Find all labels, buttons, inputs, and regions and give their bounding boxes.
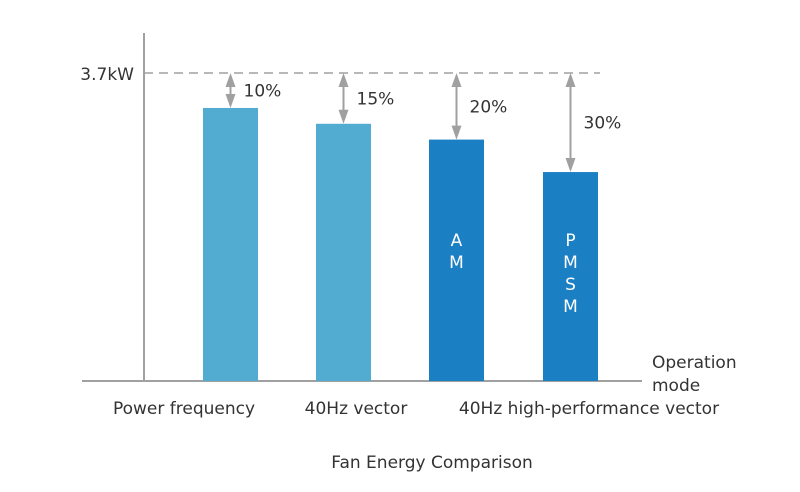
reduction-label-1: 15% <box>357 89 395 109</box>
category-label-40hz-vector: 40Hz vector <box>305 399 408 419</box>
category-label-40hz-high-performance-vector: 40Hz high-performance vector <box>459 399 719 419</box>
reduction-label-3: 30% <box>584 114 622 134</box>
bar-inner-label-3-2: S <box>565 275 576 295</box>
bar-inner-label-3-1: M <box>563 253 578 273</box>
bar-2 <box>429 139 484 381</box>
bar-3 <box>543 172 598 381</box>
bar-1 <box>316 123 371 381</box>
arrow-head-down-0 <box>225 93 236 108</box>
arrow-head-up-0 <box>225 73 236 87</box>
bar-inner-label-3-0: P <box>565 231 575 251</box>
arrow-head-down-1 <box>338 109 349 124</box>
category-label-power-frequency: Power frequency <box>113 399 255 419</box>
bar-inner-label-2-1: M <box>449 253 464 273</box>
arrow-head-down-2 <box>451 125 462 140</box>
reference-label: 3.7kW <box>80 65 134 85</box>
x-axis-label-line2: mode <box>652 376 700 396</box>
arrow-head-down-3 <box>565 158 576 173</box>
bar-inner-label-2-0: A <box>451 231 463 251</box>
arrow-head-up-3 <box>565 73 576 87</box>
bar-0 <box>203 107 258 382</box>
reduction-label-2: 20% <box>470 97 508 117</box>
chart-title: Fan Energy Comparison <box>331 453 533 473</box>
x-axis-label-line1: Operation <box>652 353 737 373</box>
bar-inner-label-3-3: M <box>563 297 578 317</box>
reduction-label-0: 10% <box>244 81 282 101</box>
arrow-head-up-2 <box>451 73 462 87</box>
arrow-head-up-1 <box>338 73 349 87</box>
